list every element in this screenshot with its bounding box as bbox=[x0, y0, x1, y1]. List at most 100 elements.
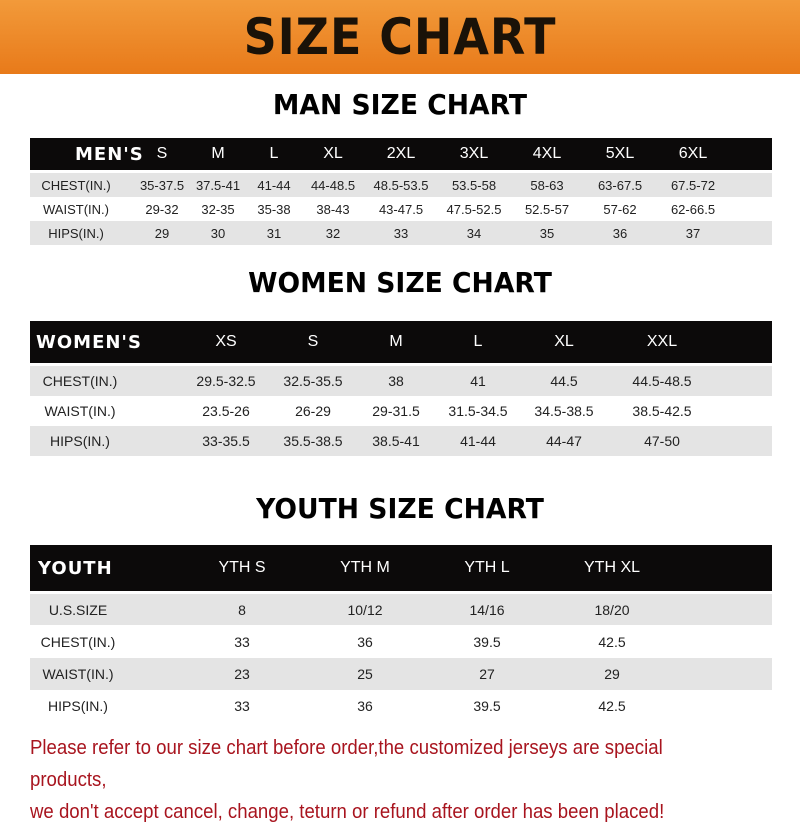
measure-label: CHEST(IN.) bbox=[41, 177, 111, 193]
size-header: 6XL bbox=[678, 145, 708, 162]
size-header: 2XL bbox=[386, 145, 416, 162]
table-cell: 32.5-35.5 bbox=[283, 373, 343, 389]
table-cell: 33 bbox=[234, 633, 250, 650]
table-cell: 33 bbox=[393, 225, 409, 241]
measure-label: WAIST(IN.) bbox=[42, 666, 114, 682]
table-cell: 32-35 bbox=[201, 201, 235, 217]
size-header: L bbox=[269, 145, 279, 162]
table-cell: 44-47 bbox=[546, 433, 582, 449]
table-cell: 36 bbox=[357, 633, 373, 650]
table-cell: 36 bbox=[357, 697, 373, 714]
table-cell: 34 bbox=[466, 225, 482, 241]
table-cell: 58-63 bbox=[530, 177, 564, 193]
table-cell: 39.5 bbox=[473, 633, 501, 650]
table-cell: 27 bbox=[479, 666, 495, 682]
size-header: S bbox=[156, 145, 168, 162]
men-size-table: MEN'S S M L XL 2XL 3XL 4XL 5XL 6XL CHEST(IN.) 35-37… bbox=[30, 138, 772, 245]
measure-label: WAIST(IN.) bbox=[44, 403, 116, 419]
table-label: MEN'S bbox=[75, 143, 144, 165]
header-row: WOMEN'S XS S M L XL XXL bbox=[30, 321, 772, 363]
table-cell: 44.5 bbox=[550, 373, 578, 389]
table-row: CHEST(IN.) 35-37.5 37.5-41 41-44 44-48.5 48.5… bbox=[30, 173, 772, 197]
size-header: L bbox=[473, 333, 483, 350]
table-cell: 42.5 bbox=[598, 697, 626, 714]
size-header: 3XL bbox=[459, 145, 489, 162]
table-cell: 34.5-38.5 bbox=[534, 403, 594, 419]
table-cell: 53.5-58 bbox=[451, 177, 497, 193]
table-cell: 43-47.5 bbox=[378, 201, 424, 217]
measure-label: U.S.SIZE bbox=[48, 601, 108, 618]
table-cell: 52.5-57 bbox=[524, 201, 570, 217]
table-row: WAIST(IN.) 23 25 27 29 bbox=[30, 658, 772, 690]
men-title: MAN SIZE CHART bbox=[272, 88, 528, 121]
table-cell: 36 bbox=[612, 225, 628, 241]
table-cell: 63-67.5 bbox=[597, 177, 643, 193]
table-cell: 29-31.5 bbox=[372, 403, 420, 419]
header-row: YOUTH YTH S YTH M YTH L YTH XL bbox=[30, 545, 772, 591]
header-row: MEN'S S M L XL 2XL 3XL 4XL 5XL 6XL bbox=[30, 138, 772, 170]
size-header: YTH XL bbox=[583, 559, 641, 576]
table-row: CHEST(IN.) 33 36 39.5 42.5 bbox=[30, 625, 772, 658]
table-row: WAIST(IN.) 29-32 32-35 35-38 38-43 43-47.5 47.… bbox=[30, 197, 772, 221]
table-cell: 38 bbox=[388, 373, 404, 389]
table-cell: 39.5 bbox=[473, 697, 501, 714]
table-cell: 37.5-41 bbox=[195, 177, 241, 193]
table-cell: 57-62 bbox=[603, 201, 637, 217]
table-cell: 8 bbox=[238, 601, 246, 618]
size-header: XXL bbox=[646, 333, 678, 350]
table-cell: 42.5 bbox=[598, 633, 626, 650]
table-cell: 44-48.5 bbox=[310, 177, 356, 193]
order-notice: Please refer to our size chart before or… bbox=[30, 732, 737, 828]
table-row: WAIST(IN.) 23.5-26 26-29 29-31.5 31.5-34.5 34… bbox=[30, 396, 772, 426]
table-cell: 33-35.5 bbox=[202, 433, 250, 449]
table-cell: 37 bbox=[685, 225, 701, 241]
table-cell: 29-32 bbox=[145, 201, 179, 217]
table-cell: 38-43 bbox=[316, 201, 350, 217]
size-header: YTH M bbox=[340, 559, 390, 576]
table-cell: 23 bbox=[234, 666, 250, 682]
size-header: XL bbox=[554, 333, 574, 350]
size-header: M bbox=[211, 145, 225, 162]
notice-line-1: Please refer to our size chart before or… bbox=[30, 737, 663, 791]
size-header: YTH L bbox=[464, 559, 510, 576]
notice-line-2: we don't accept cancel, change, teturn o… bbox=[30, 801, 665, 823]
size-header: XL bbox=[323, 145, 343, 162]
table-cell: 31.5-34.5 bbox=[448, 403, 508, 419]
table-row: CHEST(IN.) 29.5-32.5 32.5-35.5 38 41 44.5 44.5… bbox=[30, 366, 772, 396]
size-header: XS bbox=[215, 333, 237, 350]
table-cell: 44.5-48.5 bbox=[632, 373, 692, 389]
measure-label: HIPS(IN.) bbox=[48, 697, 108, 714]
size-header: M bbox=[389, 333, 403, 350]
women-title: WOMEN SIZE CHART bbox=[248, 266, 552, 299]
table-label: WOMEN'S bbox=[36, 331, 142, 353]
table-cell: 31 bbox=[266, 225, 282, 241]
table-cell: 35-37.5 bbox=[139, 177, 185, 193]
table-cell: 67.5-72 bbox=[670, 177, 716, 193]
table-cell: 47.5-52.5 bbox=[446, 201, 502, 217]
size-header: 5XL bbox=[605, 145, 635, 162]
table-cell: 47-50 bbox=[644, 433, 680, 449]
table-cell: 29.5-32.5 bbox=[196, 373, 256, 389]
banner-title: SIZE CHART bbox=[243, 8, 557, 66]
measure-label: WAIST(IN.) bbox=[43, 201, 109, 217]
table-cell: 26-29 bbox=[295, 403, 331, 419]
table-row: HIPS(IN.) 33-35.5 35.5-38.5 38.5-41 41-44 44-… bbox=[30, 426, 772, 456]
table-label: YOUTH bbox=[38, 557, 113, 579]
table-cell: 35-38 bbox=[257, 201, 291, 217]
table-cell: 23.5-26 bbox=[202, 403, 250, 419]
table-cell: 35.5-38.5 bbox=[283, 433, 343, 449]
table-cell: 62-66.5 bbox=[670, 201, 716, 217]
table-cell: 41-44 bbox=[257, 177, 291, 193]
table-cell: 33 bbox=[234, 697, 250, 714]
table-cell: 35 bbox=[539, 225, 555, 241]
table-cell: 29 bbox=[154, 225, 170, 241]
table-cell: 30 bbox=[210, 225, 226, 241]
size-header: 4XL bbox=[532, 145, 562, 162]
table-cell: 29 bbox=[604, 666, 620, 682]
size-header: S bbox=[307, 333, 319, 350]
table-cell: 32 bbox=[325, 225, 341, 241]
measure-label: CHEST(IN.) bbox=[42, 373, 118, 389]
table-cell: 38.5-42.5 bbox=[632, 403, 692, 419]
size-header: YTH S bbox=[218, 559, 266, 576]
measure-label: HIPS(IN.) bbox=[50, 433, 110, 449]
